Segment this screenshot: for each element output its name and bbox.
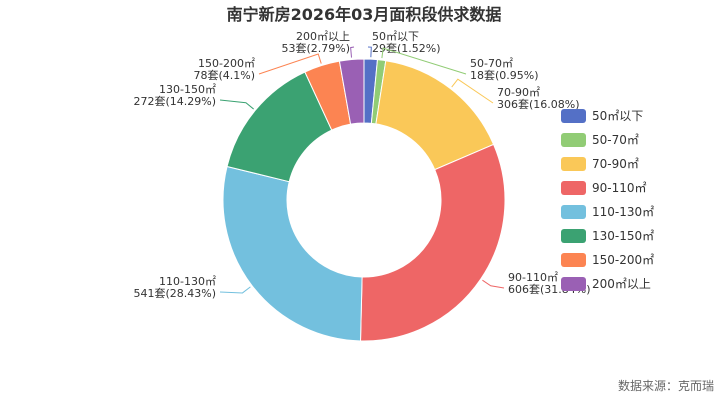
legend-label-4[interactable]: 110-130㎡ [592,205,654,219]
legend-swatch-5[interactable] [561,229,586,243]
legend-swatch-7[interactable] [561,277,586,291]
legend-label-5[interactable]: 130-150㎡ [592,229,654,243]
leader-line-0 [367,46,372,58]
donut-slices [222,58,506,342]
legend-label-2[interactable]: 70-90㎡ [592,157,639,171]
slice-label-name-4: 110-130㎡ [159,275,216,288]
slice-label-value-7: 53套(2.79%) [281,42,350,55]
slice-7 [338,58,365,125]
slice-4 [222,165,363,342]
slice-label-value-5: 272套(14.29%) [133,95,216,108]
slice-label-name-7: 200㎡以上 [296,30,350,43]
legend-label-7[interactable]: 200㎡以上 [592,277,651,291]
leader-line-6 [258,53,322,75]
legend-label-1[interactable]: 50-70㎡ [592,133,639,147]
leader-line-5 [219,99,254,110]
legend-swatch-6[interactable] [561,253,586,267]
slice-label-name-3: 90-110㎡ [508,271,558,284]
legend-label-0[interactable]: 50㎡以下 [592,109,643,123]
legend: 50㎡以下 50-70㎡ 70-90㎡ 90-110㎡ 110-130㎡ 130-150㎡… [561,109,654,291]
slice-3 [359,143,506,342]
slice-label-value-0: 29套(1.52%) [372,42,441,55]
legend-swatch-1[interactable] [561,133,586,147]
data-source: 数据来源：克而瑞 [618,378,714,393]
leader-line-4 [219,286,251,294]
slice-label-name-0: 50㎡以下 [372,30,419,43]
slice-label-name-1: 50-70㎡ [470,57,513,70]
slice-label-value-4: 541套(28.43%) [133,287,216,300]
leader-line-7 [350,46,355,58]
slice-label-name-5: 130-150㎡ [159,83,216,96]
legend-swatch-0[interactable] [561,109,586,123]
slice-label-value-6: 78套(4.1%) [193,69,255,82]
legend-swatch-3[interactable] [561,181,586,195]
slice-label-value-2: 306套(16.08%) [497,98,580,111]
slice-label-name-2: 70-90㎡ [497,86,540,99]
legend-swatch-4[interactable] [561,205,586,219]
legend-label-3[interactable]: 90-110㎡ [592,181,647,195]
legend-label-6[interactable]: 150-200㎡ [592,253,654,267]
slice-label-name-6: 150-200㎡ [198,57,255,70]
leader-line-1 [381,47,467,75]
chart-title: 南宁新房2026年03月面积段供求数据 [227,5,502,24]
leader-line-3 [482,279,505,289]
slice-label-value-1: 18套(0.95%) [470,69,539,82]
leader-line-2 [451,78,494,104]
legend-swatch-2[interactable] [561,157,586,171]
